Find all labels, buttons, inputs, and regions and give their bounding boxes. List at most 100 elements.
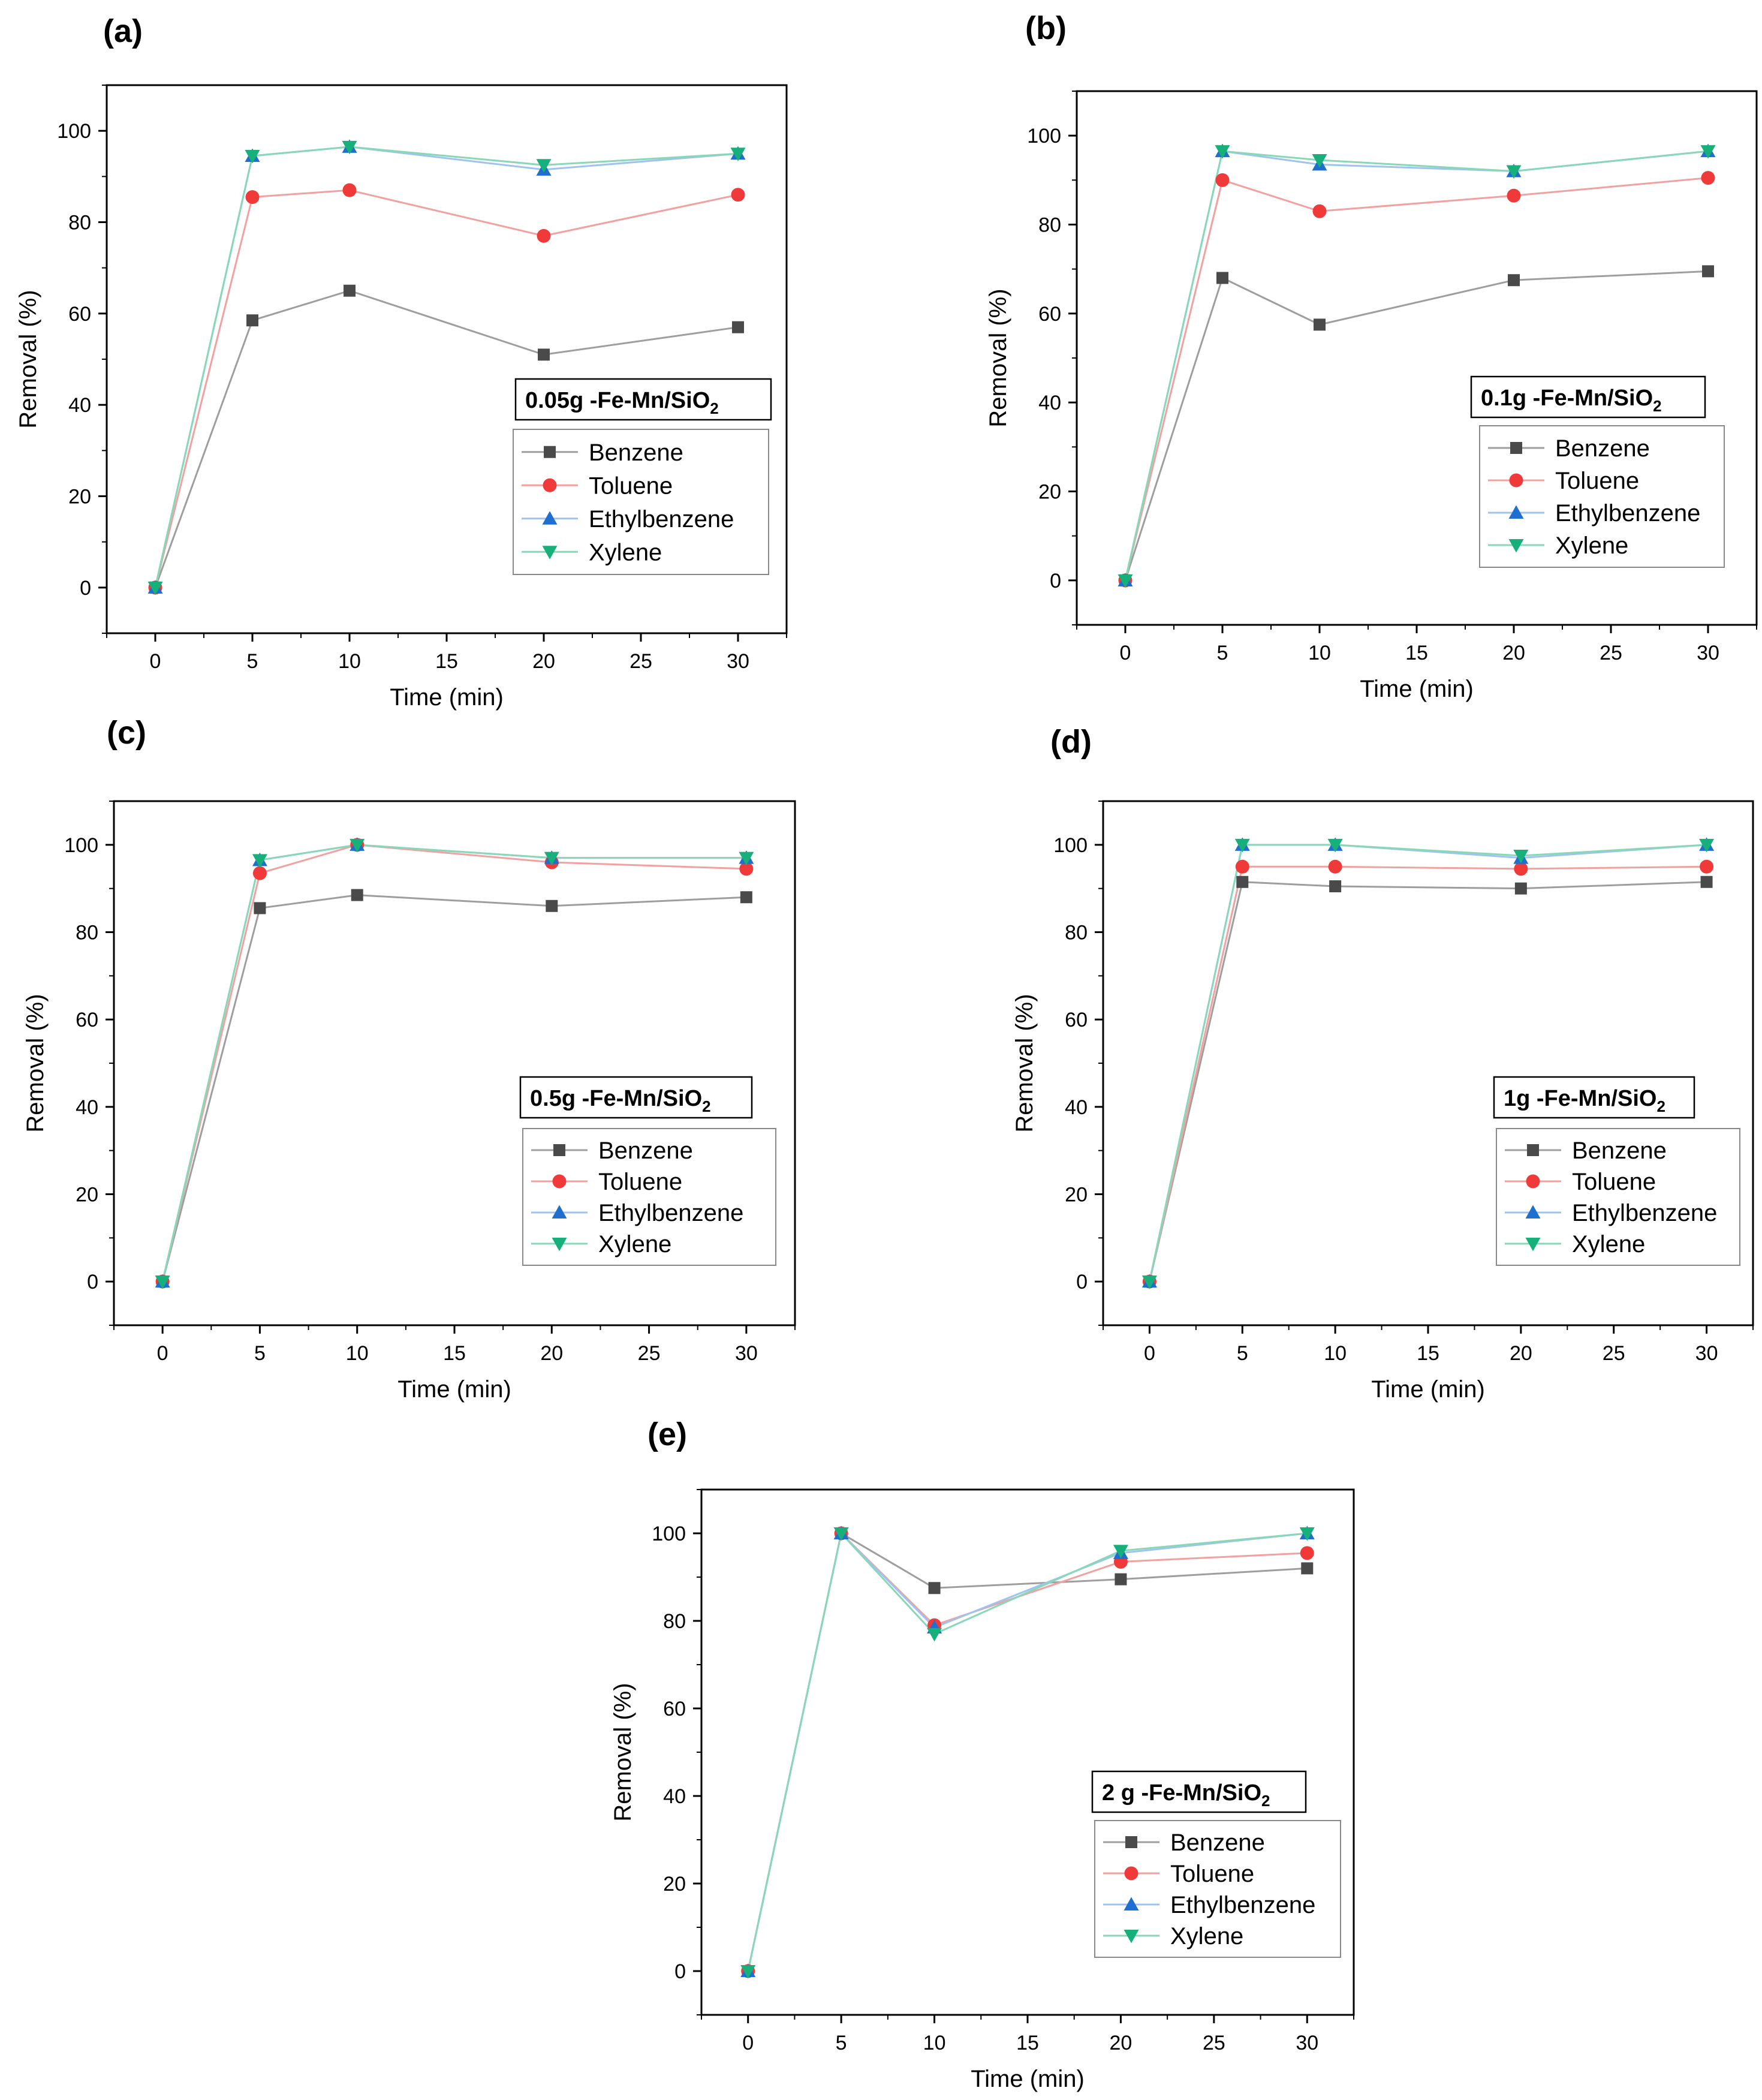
sample-tag-box <box>1091 1770 1307 1813</box>
x-tick-label: 5 <box>1217 642 1228 664</box>
sample-tag: 0.1g -Fe-Mn/SiO2 <box>1481 386 1662 415</box>
data-point-benzene <box>344 284 356 297</box>
legend-marker-ethylbenzene <box>1508 505 1524 519</box>
data-point-toluene <box>342 183 357 197</box>
x-tick-label: 10 <box>923 2032 946 2054</box>
data-point-xylene <box>1700 145 1716 159</box>
x-tick-label: 30 <box>735 1342 758 1365</box>
y-tick-label: 60 <box>76 1009 98 1031</box>
data-point-toluene <box>1215 173 1230 187</box>
data-point-benzene <box>1314 318 1326 331</box>
data-point-benzene <box>1216 272 1228 284</box>
data-point-xylene <box>536 159 552 173</box>
x-tick-label: 15 <box>1016 2032 1039 2054</box>
x-tick-label: 30 <box>1296 2032 1318 2054</box>
sample-tag-box <box>519 1076 753 1119</box>
legend-marker-xylene <box>542 546 558 559</box>
data-point-xylene <box>1141 1275 1157 1289</box>
x-tick-label: 0 <box>157 1342 168 1365</box>
x-tick-label: 0 <box>1120 642 1131 664</box>
x-axis-title: Time (min) <box>1371 1376 1485 1403</box>
x-tick-label: 10 <box>338 650 361 673</box>
x-tick-label: 25 <box>1600 642 1622 664</box>
x-axis-title: Time (min) <box>390 684 504 711</box>
sample-tag: 1g -Fe-Mn/SiO2 <box>1504 1086 1665 1115</box>
x-tick-label: 20 <box>1502 642 1525 664</box>
y-tick-label: 40 <box>76 1096 98 1119</box>
legend-marker-ethylbenzene <box>1525 1205 1541 1219</box>
y-tick-label: 0 <box>87 1271 98 1293</box>
x-tick-label: 0 <box>1144 1342 1155 1365</box>
x-tick-label: 15 <box>435 650 458 673</box>
x-tick-label: 20 <box>540 1342 563 1365</box>
y-tick-label: 80 <box>1038 214 1061 237</box>
y-tick-label: 0 <box>674 1960 686 1983</box>
data-point-xylene <box>730 148 746 161</box>
data-point-benzene <box>1514 882 1527 895</box>
chart-panel-4: (d) 0 5 10 15 20 25 30 0 20 40 60 80 100 Time (min) Rem… <box>1011 724 1754 1403</box>
y-tick-label: 0 <box>80 577 91 600</box>
y-tick-label: 20 <box>1065 1184 1088 1207</box>
y-tick-label: 80 <box>76 922 98 944</box>
data-point-toluene <box>1235 859 1249 874</box>
data-point-benzene <box>1329 880 1342 893</box>
legend-entry-ethylbenzene: Ethylbenzene <box>1555 500 1700 526</box>
data-point-xylene <box>1699 838 1715 853</box>
data-point-xylene <box>739 852 754 866</box>
x-tick-label: 10 <box>1324 1342 1347 1365</box>
y-axis-title: Removal (%) <box>22 994 49 1132</box>
data-point-benzene <box>538 348 550 361</box>
legend-entry-benzene: Benzene <box>1170 1830 1265 1856</box>
legend-marker-benzene <box>1125 1836 1137 1848</box>
data-point-xylene <box>155 1275 170 1289</box>
data-point-xylene <box>1113 1545 1128 1559</box>
legend-entry-benzene: Benzene <box>598 1138 693 1164</box>
y-axis-title: Removal (%) <box>1011 994 1038 1132</box>
data-point-toluene <box>1328 859 1342 874</box>
sample-tag: 2 g -Fe-Mn/SiO2 <box>1102 1780 1270 1810</box>
y-tick-label: 40 <box>1065 1096 1088 1119</box>
x-axis-title: Time (min) <box>971 2066 1085 2092</box>
legend-entry-toluene: Toluene <box>598 1169 682 1195</box>
x-tick-label: 15 <box>443 1342 466 1365</box>
legend-marker-benzene <box>1510 442 1522 454</box>
y-axis-title: Removal (%) <box>15 290 41 428</box>
data-point-xylene <box>147 581 163 595</box>
legend-entry-ethylbenzene: Ethylbenzene <box>598 1200 743 1226</box>
data-point-benzene <box>1115 1573 1127 1585</box>
x-tick-label: 5 <box>1237 1342 1248 1365</box>
legend-marker-ethylbenzene <box>1124 1897 1139 1911</box>
y-tick-label: 60 <box>1038 303 1061 326</box>
y-tick-label: 100 <box>1027 125 1061 148</box>
data-point-xylene <box>1118 574 1133 588</box>
sample-tag: 0.5g -Fe-Mn/SiO2 <box>530 1086 711 1115</box>
legend-marker-xylene <box>1525 1238 1541 1251</box>
data-point-xylene <box>1215 145 1230 159</box>
data-point-toluene <box>252 866 267 880</box>
sample-tag-box <box>1493 1076 1695 1119</box>
legend-marker-toluene <box>1526 1174 1540 1189</box>
legend-entry-toluene: Toluene <box>1555 468 1639 494</box>
x-tick-label: 5 <box>254 1342 266 1365</box>
data-point-xylene <box>1234 838 1250 853</box>
data-point-xylene <box>342 140 357 155</box>
data-point-toluene <box>1700 859 1714 874</box>
y-tick-label: 20 <box>1038 481 1061 504</box>
data-point-benzene <box>732 321 744 333</box>
data-point-xylene <box>1513 850 1529 864</box>
panel-label: (e) <box>647 1416 687 1452</box>
data-point-xylene <box>1312 154 1327 168</box>
data-point-toluene <box>739 862 754 876</box>
y-tick-label: 40 <box>663 1785 686 1808</box>
y-tick-label: 60 <box>68 303 91 326</box>
y-tick-label: 80 <box>68 212 91 234</box>
chart-panel-5: (e) 0 5 10 15 20 25 30 0 20 40 60 80 100 Time (min) Rem… <box>610 1416 1355 2092</box>
y-tick-label: 60 <box>1065 1009 1088 1031</box>
data-point-xylene <box>1299 1527 1315 1541</box>
legend-entry-benzene: Benzene <box>1555 435 1650 462</box>
legend-marker-benzene <box>544 446 556 458</box>
legend-marker-xylene <box>552 1238 567 1251</box>
x-tick-label: 15 <box>1405 642 1428 664</box>
y-axis-title: Removal (%) <box>985 288 1011 427</box>
data-point-toluene <box>1701 171 1715 185</box>
